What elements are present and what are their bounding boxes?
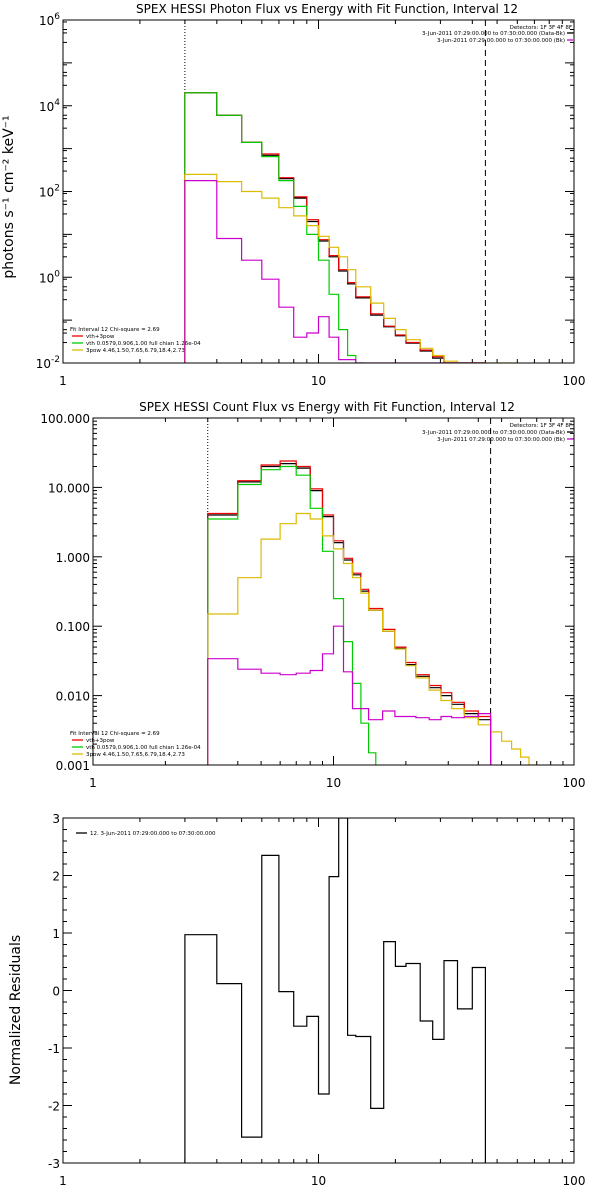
x-tick-label: 100 — [563, 1174, 586, 1188]
count-flux-chart: SPEX HESSI Count Flux vs Energy with Fit… — [40, 400, 585, 790]
fit-legend: Fit Interval 12 Chi-square = 2.69 vth+3p… — [70, 731, 201, 758]
y-tick-label: 0.001 — [56, 759, 90, 773]
residual-legend-entry: 12. 3-Jun-2011 07:29:00.000 to 07:30:00.… — [90, 831, 216, 837]
x-tick-label: 1 — [59, 1174, 67, 1188]
x-tick-label: 10 — [326, 776, 341, 790]
series-line-0 — [184, 818, 486, 1163]
fit-legend-entry-vth: vth 0.0579,0.906,1.00 full chian 1.26e-0… — [86, 341, 201, 347]
x-tick-label: 100 — [563, 776, 586, 790]
y-tick-label: 2 — [52, 870, 60, 884]
series-line-3 — [207, 512, 537, 765]
series-line-2 — [184, 92, 364, 363]
y-tick-label: 100 — [39, 269, 60, 285]
fit-legend-entry-total: vth+3pow — [86, 334, 115, 340]
plot-frame — [62, 19, 575, 364]
fit-legend-entry-total: vth+3pow — [86, 738, 115, 744]
x-tick-label: 10 — [311, 1174, 326, 1188]
fit-legend-header: Fit Interval 12 Chi-square = 2.69 — [70, 327, 160, 333]
y-tick-label: -2 — [48, 1100, 60, 1114]
y-tick-label: 106 — [39, 12, 60, 28]
series-line-4 — [184, 180, 486, 363]
legend-entry-data: 3-Jun-2011 07:29:00.000 to 07:30:00.000 … — [422, 430, 565, 436]
x-tick-label: 100 — [563, 374, 586, 388]
legend-header: Detectors: 1F 3F 4F 8F — [510, 423, 572, 429]
fit-legend-entry-3pow: 3pow 4.46,1.50,7.65,6.79,18.4,2.73 — [86, 752, 185, 758]
y-tick-label: 10.000 — [48, 481, 90, 495]
fit-legend-entry-vth: vth 0.0579,0.906,1.00 full chian 1.26e-0… — [86, 745, 201, 751]
y-tick-label: 100.000 — [40, 412, 90, 426]
y-tick-label: 1 — [52, 927, 60, 941]
y-tick-label: 0.100 — [56, 620, 90, 634]
y-tick-label: 102 — [39, 184, 60, 200]
fit-legend-entry-3pow: 3pow 4.46,1.50,7.65,6.79,18.4,2.73 — [86, 348, 185, 354]
y-tick-label: 10-2 — [36, 355, 60, 371]
legend-entry-bk: 3-Jun-2011 07:29:00.000 to 07:30:00.000 … — [437, 437, 565, 443]
y-tick-label: 1.000 — [56, 551, 90, 565]
fit-legend-header: Fit Interval 12 Chi-square = 2.69 — [70, 731, 160, 737]
series-line-1 — [207, 460, 492, 765]
y-tick-label: -1 — [48, 1042, 60, 1056]
series-line-4 — [207, 625, 492, 765]
residuals-chart: Normalized Residuals 12. 3-Jun-2011 07:2… — [8, 812, 585, 1188]
legend: Detectors: 1F 3F 4F 8F 3-Jun-2011 07:29:… — [422, 25, 572, 44]
series-line-3 — [184, 173, 518, 363]
legend-entry-data: 3-Jun-2011 07:29:00.000 to 07:30:00.000 … — [422, 31, 565, 37]
residual-legend: 12. 3-Jun-2011 07:29:00.000 to 07:30:00.… — [90, 831, 216, 837]
chart-title: SPEX HESSI Count Flux vs Energy with Fit… — [139, 400, 515, 414]
y-tick-label: 104 — [39, 98, 60, 114]
y-tick-label: 0 — [52, 985, 60, 999]
plot-frame — [62, 817, 575, 1164]
photon-flux-chart: SPEX HESSI Photon Flux vs Energy with Fi… — [1, 2, 585, 388]
y-axis-label: photons s⁻¹ cm⁻² keV⁻¹ — [1, 115, 17, 278]
x-tick-label: 1 — [89, 776, 97, 790]
plot-frame — [92, 417, 575, 766]
series-line-0 — [207, 463, 492, 765]
y-tick-label: 3 — [52, 812, 60, 826]
y-tick-label: -3 — [48, 1157, 60, 1171]
x-tick-label: 1 — [59, 374, 67, 388]
y-tick-label: 0.010 — [56, 690, 90, 704]
fit-legend: Fit Interval 12 Chi-square = 2.69 vth+3p… — [70, 327, 201, 354]
legend-header: Detectors: 1F 3F 4F 8F — [510, 25, 572, 31]
x-tick-label: 10 — [311, 374, 326, 388]
y-axis-label: Normalized Residuals — [8, 935, 24, 1085]
legend: Detectors: 1F 3F 4F 8F 3-Jun-2011 07:29:… — [422, 423, 572, 443]
chart-title: SPEX HESSI Photon Flux vs Energy with Fi… — [136, 2, 518, 16]
legend-entry-bk: 3-Jun-2011 07:29:00.000 to 07:30:00.000 … — [437, 38, 565, 44]
